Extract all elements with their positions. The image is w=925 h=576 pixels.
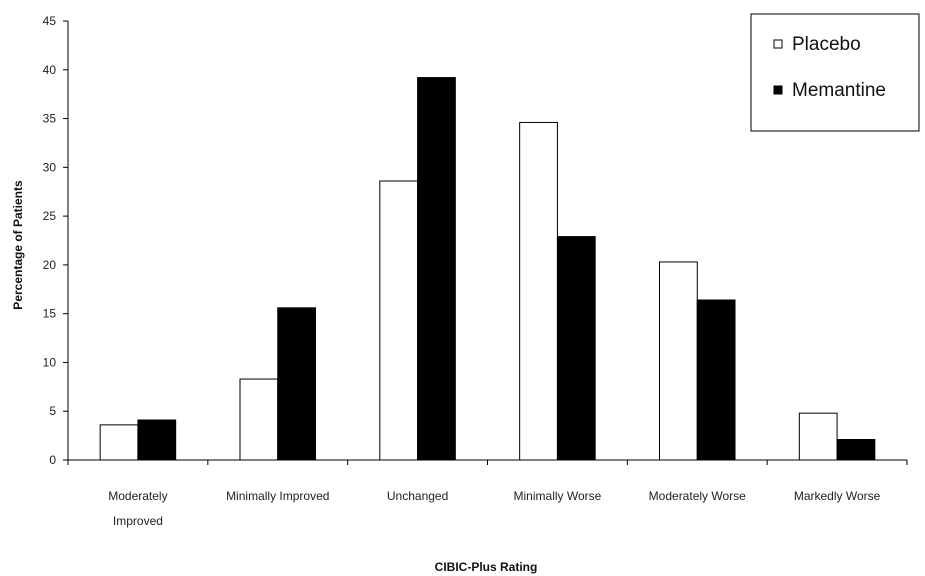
y-tick-label: 45 bbox=[43, 14, 57, 28]
x-tick-label-line: Moderately Worse bbox=[649, 489, 746, 503]
x-tick-label-line: Markedly Worse bbox=[794, 489, 881, 503]
bar-placebo bbox=[519, 121, 558, 461]
bar-placebo bbox=[239, 378, 279, 461]
x-tick-label: Moderately Worse bbox=[649, 489, 746, 503]
bar-placebo bbox=[798, 412, 838, 461]
legend: Placebo Memantine bbox=[750, 13, 920, 132]
legend-swatch-placebo bbox=[773, 39, 783, 49]
x-tick-label: Moderately Improved bbox=[108, 489, 167, 528]
bar-memantine bbox=[417, 77, 456, 461]
bar-placebo bbox=[379, 180, 419, 461]
x-tick-label-line: Unchanged bbox=[387, 489, 448, 503]
x-tick-label: Minimally Improved bbox=[226, 489, 329, 503]
bar-memantine bbox=[137, 419, 177, 461]
y-axis: 0 5 10 15 20 25 30 35 40 45 bbox=[43, 14, 69, 467]
y-tick-label: 20 bbox=[43, 258, 57, 272]
legend-label-placebo: Placebo bbox=[792, 34, 861, 55]
legend-swatch-memantine bbox=[773, 85, 783, 95]
y-tick-label: 10 bbox=[43, 355, 57, 369]
x-tick-label-line: Moderately bbox=[108, 489, 167, 503]
legend-label-memantine: Memantine bbox=[792, 80, 886, 101]
y-tick-label: 15 bbox=[43, 307, 57, 321]
x-tick-label-line: Minimally Improved bbox=[226, 489, 329, 503]
y-tick-label: 0 bbox=[49, 453, 56, 467]
y-tick-label: 30 bbox=[43, 160, 57, 174]
legend-box bbox=[750, 13, 920, 132]
x-tick-label-line: Improved bbox=[113, 514, 163, 528]
bar-placebo bbox=[99, 424, 139, 461]
bar-memantine bbox=[277, 307, 317, 461]
y-tick-label: 25 bbox=[43, 209, 57, 223]
x-axis: Moderately Improved Minimally Improved Unch… bbox=[67, 459, 908, 528]
y-axis-title: Percentage of Patients bbox=[11, 180, 25, 310]
bars bbox=[99, 77, 876, 461]
bar-memantine bbox=[836, 439, 876, 461]
x-tick-label: Minimally Worse bbox=[514, 489, 602, 503]
y-tick-label: 5 bbox=[49, 404, 56, 418]
bar-memantine bbox=[556, 236, 596, 461]
y-tick-label: 35 bbox=[43, 112, 57, 126]
x-tick-label: Unchanged bbox=[387, 489, 448, 503]
y-tick-label: 40 bbox=[43, 63, 57, 77]
x-tick-label-line: Minimally Worse bbox=[514, 489, 602, 503]
bar-memantine bbox=[696, 299, 736, 461]
bar-placebo bbox=[658, 261, 698, 461]
x-tick-label: Markedly Worse bbox=[794, 489, 881, 503]
x-axis-title: CIBIC-Plus Rating bbox=[435, 560, 538, 574]
